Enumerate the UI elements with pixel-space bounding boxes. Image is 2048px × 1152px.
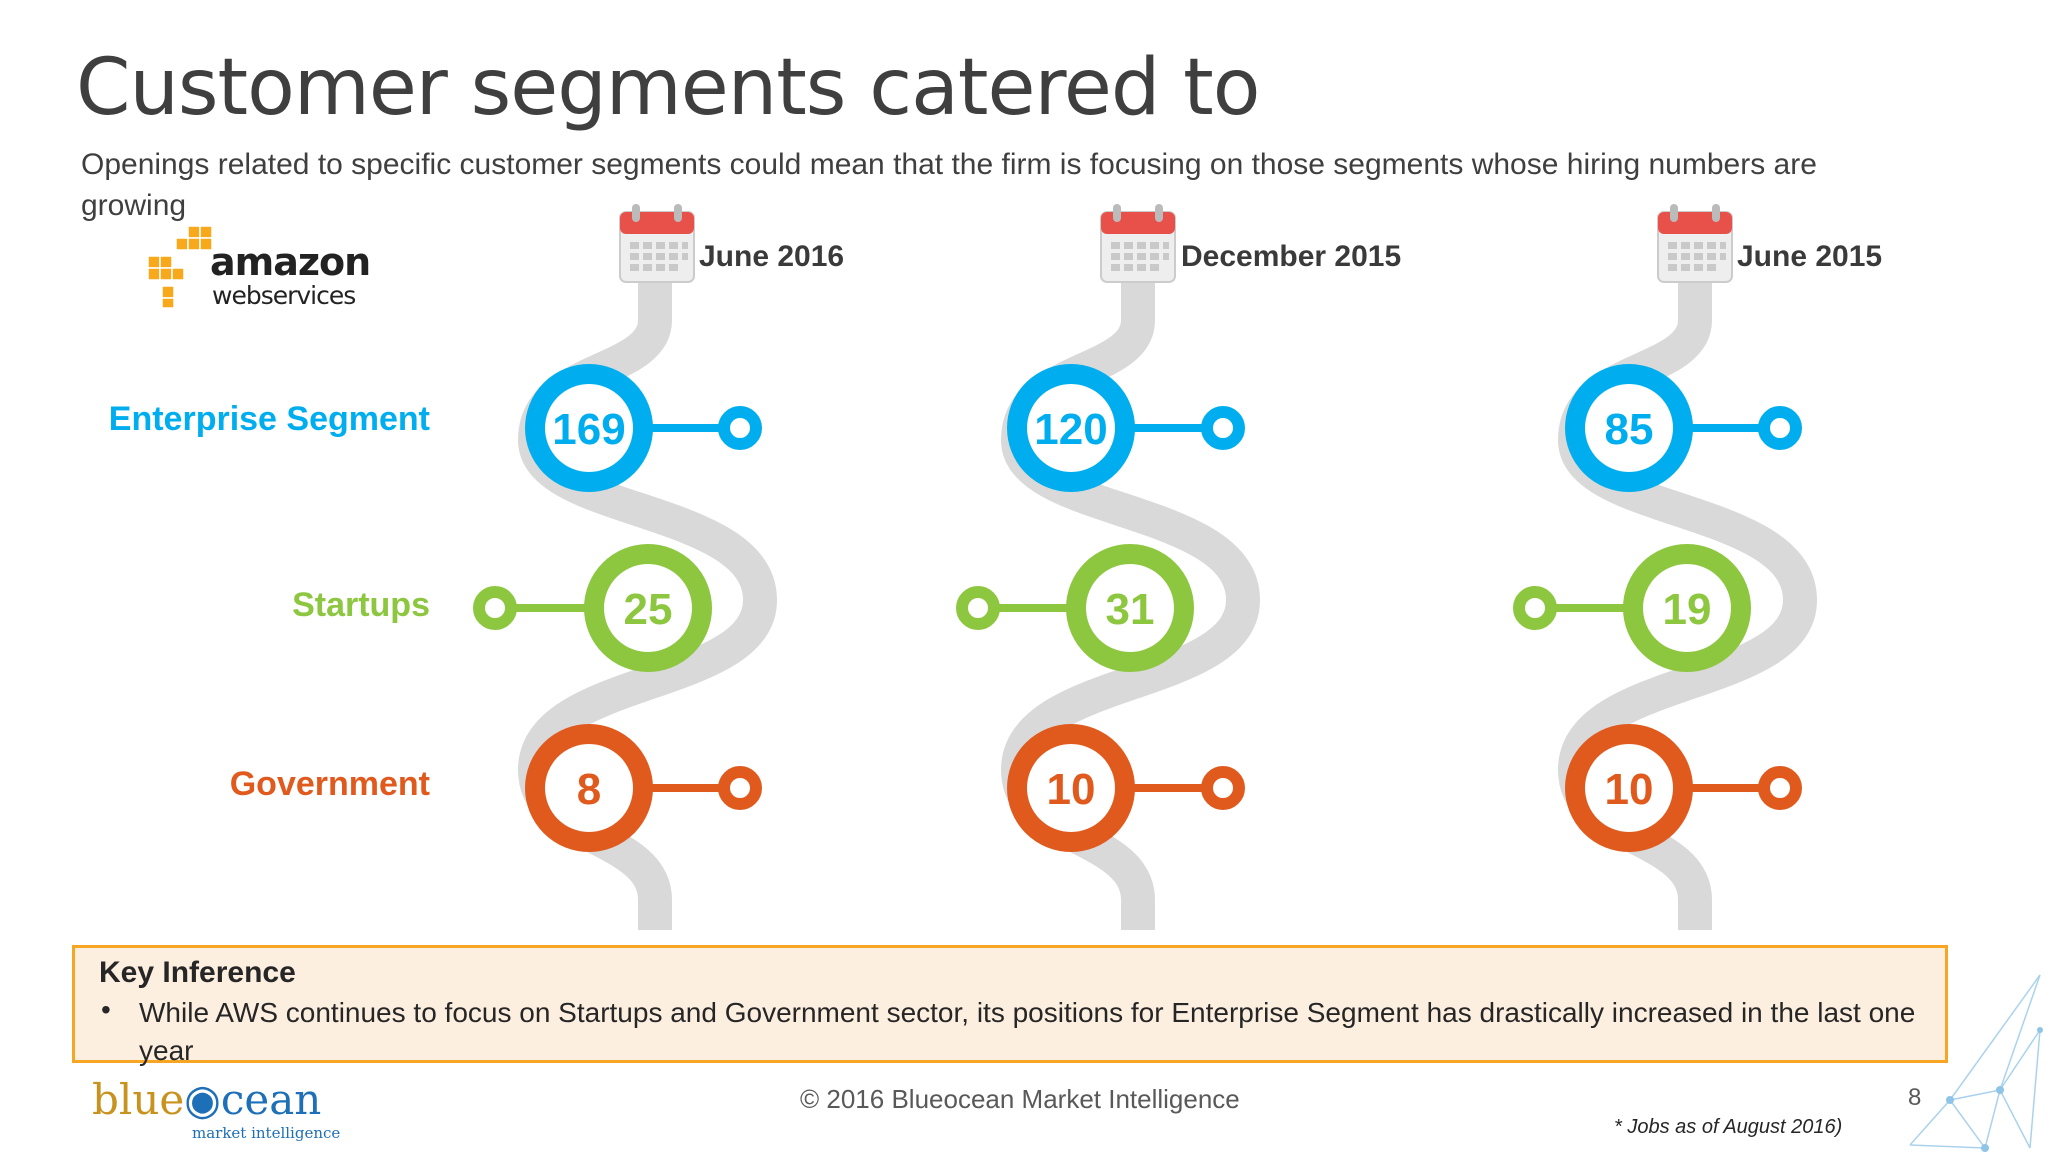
key-inference-heading: Key Inference	[99, 956, 296, 989]
column-date-2: December 2015	[1181, 240, 1402, 273]
startups-marker-1	[473, 544, 712, 672]
enterprise-marker-3	[1565, 364, 1802, 492]
aws-logo-icon	[148, 226, 213, 308]
startups-value-1: 25	[623, 585, 673, 634]
calendar-icon	[619, 204, 695, 283]
aws-logo-text: amazon	[210, 240, 371, 284]
globe-icon: ◉	[184, 1075, 221, 1124]
network-decoration-icon	[1909, 974, 2043, 1152]
government-value-3: 10	[1604, 765, 1654, 814]
page-subtitle: Openings related to specific customer se…	[81, 148, 1817, 222]
enterprise-marker-2	[1007, 364, 1245, 492]
column-date-1: June 2016	[699, 240, 845, 273]
page-title: Customer segments catered to	[76, 43, 1260, 133]
government-marker-1	[525, 724, 762, 852]
blueocean-logo: blue◉cean	[92, 1075, 321, 1124]
calendar-icon	[1657, 204, 1733, 283]
government-value-1: 8	[576, 765, 602, 814]
startups-value-3: 19	[1662, 585, 1712, 634]
government-marker-3	[1565, 724, 1802, 852]
enterprise-value-1: 169	[552, 405, 626, 454]
government-marker-2	[1007, 724, 1245, 852]
page-number: 8	[1908, 1084, 1922, 1111]
calendar-icon	[1100, 204, 1176, 283]
column-date-3: June 2015	[1737, 240, 1883, 273]
label-startups: Startups	[292, 586, 430, 624]
startups-marker-2	[956, 544, 1194, 672]
footnote: * Jobs as of August 2016)	[1614, 1116, 1843, 1138]
enterprise-value-3: 85	[1604, 405, 1654, 454]
enterprise-marker-1	[525, 364, 762, 492]
startups-value-2: 31	[1105, 585, 1155, 634]
enterprise-value-2: 120	[1034, 405, 1108, 454]
footer-copyright: © 2016 Blueocean Market Intelligence	[800, 1084, 1240, 1114]
blueocean-tagline: market intelligence	[192, 1124, 341, 1142]
label-government: Government	[229, 765, 430, 803]
bullet: •	[101, 994, 111, 1025]
blueocean-logo-part2: cean	[220, 1075, 322, 1124]
aws-logo-subtext: webservices	[212, 281, 356, 310]
timeline-graphic	[473, 0, 2048, 940]
startups-marker-3	[1513, 544, 1751, 672]
government-value-2: 10	[1046, 765, 1096, 814]
key-inference-text: While AWS continues to focus on Startups…	[139, 997, 1916, 1066]
blueocean-logo-part1: blue	[92, 1075, 185, 1124]
key-inference-box: Key Inference • While AWS continues to f…	[72, 945, 1948, 1066]
label-enterprise-segment: Enterprise Segment	[108, 400, 430, 438]
